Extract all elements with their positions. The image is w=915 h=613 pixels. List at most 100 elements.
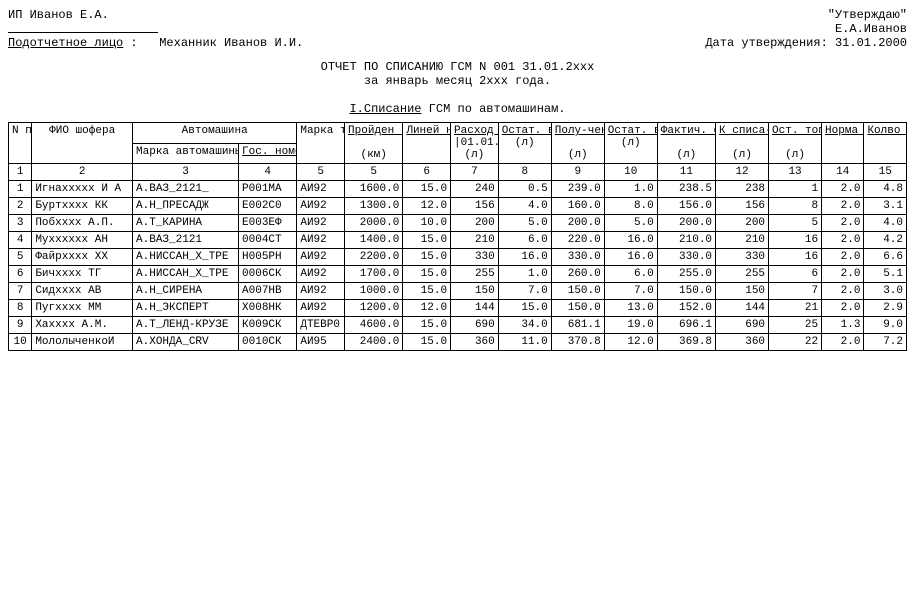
cell-rash: 210 [451, 232, 499, 249]
section-title-underline: I.Списание [349, 102, 421, 116]
cell-fio: Буртхххх КК [32, 198, 133, 215]
cell-km2: 2.9 [864, 300, 907, 317]
table-row: 3Побхххх А.П.А.Т_КАРИНАЕ003ЕФАИ922000.01… [9, 215, 907, 232]
colnum: 7 [451, 164, 499, 181]
cell-km2: 3.0 [864, 283, 907, 300]
colnum: 1 [9, 164, 32, 181]
cell-ost1: 11.0 [498, 334, 551, 351]
colnum: 9 [551, 164, 604, 181]
cell-ost1: 1.0 [498, 266, 551, 283]
cell-rash: 360 [451, 334, 499, 351]
cell-n: 9 [9, 317, 32, 334]
h-nm: Норма списа ния масла от 100л норм. расх… [822, 123, 864, 164]
cell-norma: 12.0 [403, 198, 451, 215]
cell-km: 1200.0 [345, 300, 403, 317]
cell-gos: А007НВ [239, 283, 297, 300]
cell-rash: 200 [451, 215, 499, 232]
cell-ostk: 16 [769, 232, 822, 249]
cell-ost1: 5.0 [498, 215, 551, 232]
cell-ost1: 15.0 [498, 300, 551, 317]
cell-spis: 200 [716, 215, 769, 232]
h-fakt: Фактич. сожжено топлива за месяц(л) [657, 123, 715, 164]
cell-n: 7 [9, 283, 32, 300]
cell-gos: 0006СК [239, 266, 297, 283]
table-row: 5Файрхххх ХХА.НИССАН_Х_ТРЕН005РНАИ922200… [9, 249, 907, 266]
cell-km: 2200.0 [345, 249, 403, 266]
cell-spis: 255 [716, 266, 769, 283]
colnum: 13 [769, 164, 822, 181]
table-row: 1Игнаххххх И АА.ВАЗ_2121_Р001МААИ921600.… [9, 181, 907, 198]
cell-pol: 681.1 [551, 317, 604, 334]
cell-nm: 2.0 [822, 215, 864, 232]
cell-gos: Х008НК [239, 300, 297, 317]
colnum: 5 [297, 164, 345, 181]
cell-km2: 9.0 [864, 317, 907, 334]
h-ost2: Остат. в баке на конец месяца по путев. … [604, 123, 657, 164]
cell-fio: Файрхххх ХХ [32, 249, 133, 266]
cell-km2: 7.2 [864, 334, 907, 351]
cell-pol: 370.8 [551, 334, 604, 351]
cell-fuel: АИ92 [297, 249, 345, 266]
cell-pol: 260.0 [551, 266, 604, 283]
cell-marka: А.НИССАН_Х_ТРЕ [133, 266, 239, 283]
cell-nm: 2.0 [822, 300, 864, 317]
table-row: 9Хахххх А.М.А.Т_ЛЕНД-КРУЗЕК009СКДТЕВР046… [9, 317, 907, 334]
cell-pol: 200.0 [551, 215, 604, 232]
cell-n: 8 [9, 300, 32, 317]
h-fio: ФИО шофера [32, 123, 133, 164]
cell-ost2: 16.0 [604, 232, 657, 249]
colnum: 4 [239, 164, 297, 181]
cell-km: 1600.0 [345, 181, 403, 198]
cell-rash: 240 [451, 181, 499, 198]
cell-n: 5 [9, 249, 32, 266]
cell-fuel: АИ92 [297, 181, 345, 198]
sig-line [8, 22, 158, 33]
colnum: 10 [604, 164, 657, 181]
cell-n: 10 [9, 334, 32, 351]
cell-ost1: 16.0 [498, 249, 551, 266]
cell-norma: 15.0 [403, 317, 451, 334]
cell-norma: 12.0 [403, 300, 451, 317]
approver-name: Е.А.Иванов [835, 22, 907, 36]
cell-marka: А.ХОНДА_CRV [133, 334, 239, 351]
cell-fuel: АИ95 [297, 334, 345, 351]
cell-norma: 15.0 [403, 232, 451, 249]
cell-fakt: 255.0 [657, 266, 715, 283]
cell-spis: 144 [716, 300, 769, 317]
cell-spis: 690 [716, 317, 769, 334]
cell-km: 2000.0 [345, 215, 403, 232]
cell-pol: 220.0 [551, 232, 604, 249]
cell-pol: 330.0 [551, 249, 604, 266]
cell-nm: 2.0 [822, 232, 864, 249]
cell-marka: А.Т_ЛЕНД-КРУЗЕ [133, 317, 239, 334]
cell-km2: 4.8 [864, 181, 907, 198]
table-row: 6Бичхххх ТГА.НИССАН_Х_ТРЕ0006СКАИ921700.… [9, 266, 907, 283]
cell-marka: А.Н_ЭКСПЕРТ [133, 300, 239, 317]
cell-fakt: 152.0 [657, 300, 715, 317]
h-marka: Марка автомашины [133, 143, 239, 164]
cell-rash: 150 [451, 283, 499, 300]
cell-ost1: 0.5 [498, 181, 551, 198]
cell-norma: 15.0 [403, 283, 451, 300]
cell-ostk: 5 [769, 215, 822, 232]
cell-fio: Игнаххххх И А [32, 181, 133, 198]
cell-n: 2 [9, 198, 32, 215]
cell-nm: 1.3 [822, 317, 864, 334]
cell-gos: Н005РН [239, 249, 297, 266]
cell-ost1: 7.0 [498, 283, 551, 300]
cell-km: 4600.0 [345, 317, 403, 334]
colnum: 14 [822, 164, 864, 181]
report-line-1: ОТЧЕТ ПО СПИСАНИЮ ГСМ N 001 31.01.2ххх [8, 60, 907, 74]
colnum: 6 [403, 164, 451, 181]
h-pol: Полу-чено за месяц(л) [551, 123, 604, 164]
h-gos: Гос. номер [239, 143, 297, 164]
cell-gos: 0010СК [239, 334, 297, 351]
cell-spis: 210 [716, 232, 769, 249]
cell-km2: 4.0 [864, 215, 907, 232]
cell-rash: 690 [451, 317, 499, 334]
cell-spis: 238 [716, 181, 769, 198]
cell-km2: 4.2 [864, 232, 907, 249]
doc-header: ИП Иванов Е.А. "Утверждаю" Е.А.Иванов По… [8, 8, 907, 88]
cell-spis: 330 [716, 249, 769, 266]
cell-ostk: 8 [769, 198, 822, 215]
